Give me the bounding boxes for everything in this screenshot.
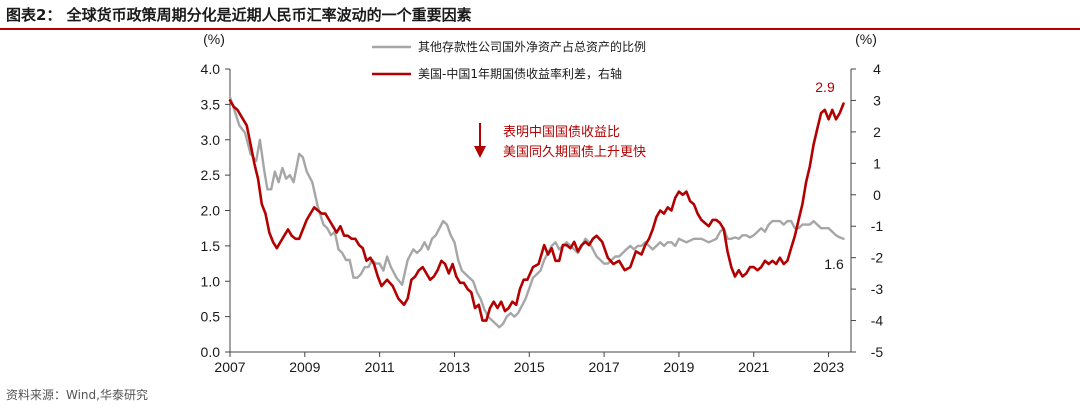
right-axis-unit: (%) bbox=[855, 31, 877, 47]
right-y-tick-label: 2 bbox=[873, 124, 881, 140]
x-tick-label: 2019 bbox=[663, 359, 694, 375]
legend: 其他存款性公司国外净资产占总资产的比例 美国-中国1年期国债收益率利差，右轴 bbox=[372, 39, 646, 81]
left-y-tick-label: 3.0 bbox=[201, 132, 221, 148]
annotation: 表明中国国债收益比 美国同久期国债上升更快 bbox=[474, 123, 646, 160]
x-tick-label: 2023 bbox=[813, 359, 844, 375]
left-axis-unit: (%) bbox=[203, 31, 225, 47]
right-y-tick-label: -2 bbox=[871, 250, 884, 266]
left-y-tick-label: 2.5 bbox=[201, 167, 221, 183]
red-series-end-label: 2.9 bbox=[815, 79, 835, 95]
red-series-line bbox=[228, 99, 845, 322]
right-y-tick-label: 1 bbox=[873, 155, 881, 171]
source-note: 资料来源：Wind,华泰研究 bbox=[6, 388, 148, 402]
left-y-tick-label: 0.5 bbox=[201, 309, 221, 325]
x-tick-label: 2007 bbox=[214, 359, 245, 375]
right-y-tick-label: -1 bbox=[871, 218, 884, 234]
figure-title: 图表2： 全球货币政策周期分化是近期人民币汇率波动的一个重要因素 bbox=[6, 6, 472, 24]
x-tick-label: 2015 bbox=[514, 359, 545, 375]
left-y-tick-label: 4.0 bbox=[201, 61, 221, 77]
legend-label-red: 美国-中国1年期国债收益率利差，右轴 bbox=[418, 66, 622, 81]
left-y-tick-label: 0.0 bbox=[201, 344, 221, 360]
left-y-tick-label: 1.5 bbox=[201, 238, 221, 254]
down-arrow-icon bbox=[474, 146, 486, 158]
x-tick-label: 2021 bbox=[738, 359, 769, 375]
x-tick-label: 2011 bbox=[365, 359, 395, 375]
right-y-tick-label: 3 bbox=[873, 92, 881, 108]
axes: 0.0 0.5 1.0 1.5 2.0 2.5 3.0 3.5 4.0 -5 -4 -3 -2 -1 0 1 2… bbox=[201, 61, 884, 375]
left-y-tick-label: 2.0 bbox=[201, 203, 221, 219]
dual-axis-line-chart: 0.0 0.5 1.0 1.5 2.0 2.5 3.0 3.5 4.0 -5 -4 -3 -2 -1 0 1 2… bbox=[201, 31, 884, 375]
title-bar: 图表2： 全球货币政策周期分化是近期人民币汇率波动的一个重要因素 bbox=[0, 0, 1080, 30]
right-y-tick-label: 0 bbox=[873, 187, 881, 203]
right-y-tick-label: -4 bbox=[871, 313, 884, 329]
left-y-tick-label: 1.0 bbox=[201, 273, 221, 289]
x-tick-label: 2009 bbox=[289, 359, 320, 375]
legend-label-gray: 其他存款性公司国外净资产占总资产的比例 bbox=[418, 39, 646, 54]
series-layer bbox=[228, 96, 845, 329]
left-y-tick-label: 3.5 bbox=[201, 96, 221, 112]
gray-series-end-label: 1.6 bbox=[824, 256, 844, 272]
annotation-line-1: 表明中国国债收益比 bbox=[503, 125, 620, 140]
x-tick-label: 2017 bbox=[589, 359, 620, 375]
right-y-tick-label: -5 bbox=[871, 344, 884, 360]
gray-series-line bbox=[228, 96, 845, 329]
right-y-tick-label: -3 bbox=[871, 281, 884, 297]
right-y-tick-label: 4 bbox=[873, 61, 881, 77]
annotation-line-2: 美国同久期国债上升更快 bbox=[503, 145, 646, 160]
x-tick-label: 2013 bbox=[439, 359, 470, 375]
